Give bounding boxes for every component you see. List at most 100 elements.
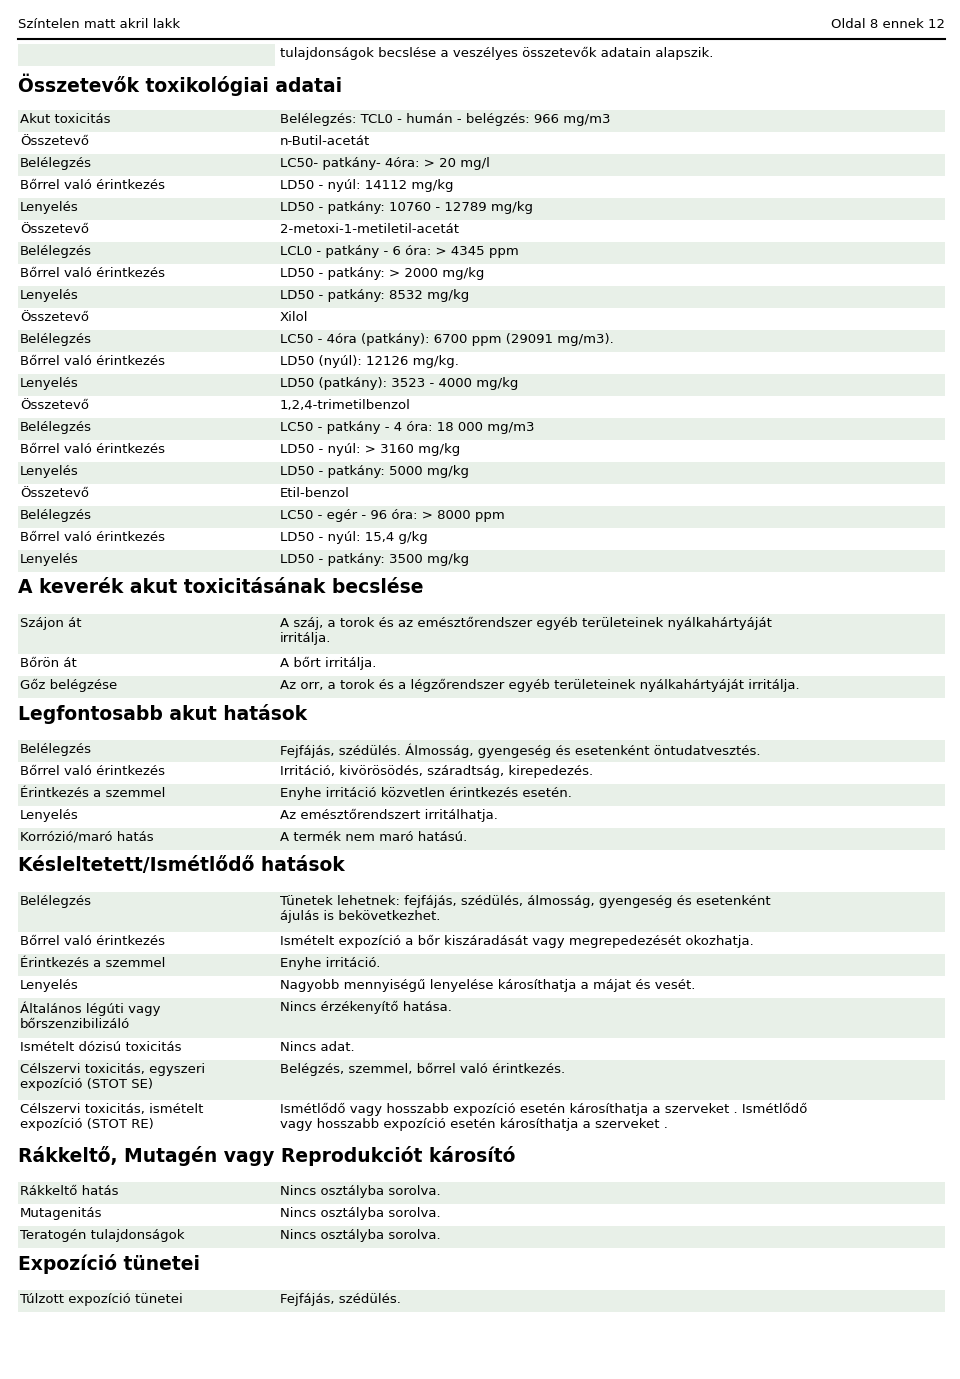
Text: Összetevő: Összetevő xyxy=(20,487,89,501)
Text: Célszervi toxicitás, ismételt
expozíció (STOT RE): Célszervi toxicitás, ismételt expozíció … xyxy=(20,1103,204,1131)
Text: Összetevők toxikológiai adatai: Összetevők toxikológiai adatai xyxy=(18,74,342,97)
Text: Rákkeltő, Mutagén vagy Reprodukciót károsító: Rákkeltő, Mutagén vagy Reprodukciót káro… xyxy=(18,1146,516,1167)
Text: Teratogén tulajdonságok: Teratogén tulajdonságok xyxy=(20,1229,184,1242)
Text: Belélegzés: TCL0 - humán - belégzés: 966 mg/m3: Belélegzés: TCL0 - humán - belégzés: 966… xyxy=(280,113,611,125)
Bar xyxy=(18,263,945,285)
Text: Ismétlődő vagy hosszabb expozíció esetén károsíthatja a szerveket . Ismétlődő
va: Ismétlődő vagy hosszabb expozíció esetén… xyxy=(280,1103,807,1131)
Bar xyxy=(18,932,945,954)
Text: Összetevő: Összetevő xyxy=(20,312,89,324)
Bar xyxy=(18,285,945,308)
Bar xyxy=(18,44,275,66)
Text: LD50 - patkány: 10760 - 12789 mg/kg: LD50 - patkány: 10760 - 12789 mg/kg xyxy=(280,201,533,214)
Text: LD50 - patkány: 8532 mg/kg: LD50 - patkány: 8532 mg/kg xyxy=(280,290,469,302)
Bar xyxy=(18,241,945,263)
Text: Lenyelés: Lenyelés xyxy=(20,979,79,992)
Bar xyxy=(18,418,945,440)
Text: LD50 - patkány: 5000 mg/kg: LD50 - patkány: 5000 mg/kg xyxy=(280,465,469,479)
Text: Ismételt expozíció a bőr kiszáradását vagy megrepedezését okozhatja.: Ismételt expozíció a bőr kiszáradását va… xyxy=(280,935,754,949)
Text: Túlzott expozíció tünetei: Túlzott expozíció tünetei xyxy=(20,1294,182,1306)
Text: Szájon át: Szájon át xyxy=(20,616,82,630)
Text: Belélegzés: Belélegzés xyxy=(20,743,92,756)
Text: LC50 - 4óra (patkány): 6700 ppm (29091 mg/m3).: LC50 - 4óra (patkány): 6700 ppm (29091 m… xyxy=(280,332,613,346)
Text: n-Butil-acetát: n-Butil-acetát xyxy=(280,135,371,148)
Bar xyxy=(18,892,945,932)
Text: Nincs osztályba sorolva.: Nincs osztályba sorolva. xyxy=(280,1185,441,1198)
Text: LD50 - patkány: > 2000 mg/kg: LD50 - patkány: > 2000 mg/kg xyxy=(280,268,485,280)
Bar xyxy=(18,827,945,849)
Text: Fejfájás, szédülés.: Fejfájás, szédülés. xyxy=(280,1294,401,1306)
Text: LC50 - egér - 96 óra: > 8000 ppm: LC50 - egér - 96 óra: > 8000 ppm xyxy=(280,509,505,523)
Text: Lenyelés: Lenyelés xyxy=(20,465,79,479)
Text: Belégzés, szemmel, bőrrel való érintkezés.: Belégzés, szemmel, bőrrel való érintkezé… xyxy=(280,1063,565,1076)
Text: LC50- patkány- 4óra: > 20 mg/l: LC50- patkány- 4óra: > 20 mg/l xyxy=(280,157,490,170)
Text: Nincs osztályba sorolva.: Nincs osztályba sorolva. xyxy=(280,1229,441,1242)
Text: Irritáció, kivörösödés, száradtság, kirepedezés.: Irritáció, kivörösödés, száradtság, kire… xyxy=(280,765,593,778)
Text: Belélegzés: Belélegzés xyxy=(20,157,92,170)
Text: Rákkeltő hatás: Rákkeltő hatás xyxy=(20,1185,118,1198)
Bar xyxy=(18,1060,945,1100)
Text: Nincs adat.: Nincs adat. xyxy=(280,1041,354,1054)
Text: Célszervi toxicitás, egyszeri
expozíció (STOT SE): Célszervi toxicitás, egyszeri expozíció … xyxy=(20,1063,205,1091)
Text: LD50 - nyúl: > 3160 mg/kg: LD50 - nyúl: > 3160 mg/kg xyxy=(280,443,460,456)
Text: Késleltetett/Ismétlődő hatások: Késleltetett/Ismétlődő hatások xyxy=(18,856,345,876)
Text: Nincs érzékenyítő hatása.: Nincs érzékenyítő hatása. xyxy=(280,1001,452,1014)
Bar xyxy=(18,440,945,462)
Text: Összetevő: Összetevő xyxy=(20,399,89,412)
Bar xyxy=(18,763,945,785)
Text: Etil-benzol: Etil-benzol xyxy=(280,487,349,501)
Text: Belélegzés: Belélegzés xyxy=(20,245,92,258)
Text: Bőrrel való érintkezés: Bőrrel való érintkezés xyxy=(20,765,165,778)
Text: Érintkezés a szemmel: Érintkezés a szemmel xyxy=(20,787,165,800)
Bar xyxy=(18,1100,945,1140)
Text: Korrózió/maró hatás: Korrózió/maró hatás xyxy=(20,832,154,844)
Text: LD50 - patkány: 3500 mg/kg: LD50 - patkány: 3500 mg/kg xyxy=(280,553,469,565)
Text: Belélegzés: Belélegzés xyxy=(20,332,92,346)
Bar xyxy=(18,741,945,763)
Text: Színtelen matt akril lakk: Színtelen matt akril lakk xyxy=(18,18,180,30)
Text: tulajdonságok becslése a veszélyes összetevők adatain alapszik.: tulajdonságok becslése a veszélyes össze… xyxy=(280,47,713,61)
Bar xyxy=(18,462,945,484)
Bar xyxy=(18,484,945,506)
Text: Bőrrel való érintkezés: Bőrrel való érintkezés xyxy=(20,935,165,947)
Text: Lenyelés: Lenyelés xyxy=(20,553,79,565)
Text: Lenyelés: Lenyelés xyxy=(20,290,79,302)
Text: Belélegzés: Belélegzés xyxy=(20,895,92,907)
Bar xyxy=(18,374,945,396)
Text: Nincs osztályba sorolva.: Nincs osztályba sorolva. xyxy=(280,1207,441,1220)
Text: LD50 (patkány): 3523 - 4000 mg/kg: LD50 (patkány): 3523 - 4000 mg/kg xyxy=(280,376,518,390)
Bar xyxy=(18,1038,945,1060)
Text: A száj, a torok és az emésztőrendszer egyéb területeinek nyálkahártyáját
irritál: A száj, a torok és az emésztőrendszer eg… xyxy=(280,616,772,645)
Text: 1,2,4-trimetilbenzol: 1,2,4-trimetilbenzol xyxy=(280,399,411,412)
Bar xyxy=(18,614,945,654)
Bar xyxy=(18,550,945,572)
Bar xyxy=(18,199,945,221)
Text: Bőrön át: Bőrön át xyxy=(20,656,77,670)
Text: Mutagenitás: Mutagenitás xyxy=(20,1207,103,1220)
Text: Enyhe irritáció.: Enyhe irritáció. xyxy=(280,957,380,969)
Bar xyxy=(18,154,945,177)
Text: Érintkezés a szemmel: Érintkezés a szemmel xyxy=(20,957,165,969)
Text: Lenyelés: Lenyelés xyxy=(20,809,79,822)
Bar xyxy=(18,954,945,976)
Text: Bőrrel való érintkezés: Bőrrel való érintkezés xyxy=(20,179,165,192)
Bar xyxy=(18,1289,945,1311)
Text: Fejfájás, szédülés. Álmosság, gyengeség és esetenként öntudatvesztés.: Fejfájás, szédülés. Álmosság, gyengeség … xyxy=(280,743,760,757)
Text: Legfontosabb akut hatások: Legfontosabb akut hatások xyxy=(18,705,307,724)
Text: A termék nem maró hatású.: A termék nem maró hatású. xyxy=(280,832,468,844)
Text: LC50 - patkány - 4 óra: 18 000 mg/m3: LC50 - patkány - 4 óra: 18 000 mg/m3 xyxy=(280,421,535,434)
Bar xyxy=(18,654,945,676)
Text: Nagyobb mennyiségű lenyelése károsíthatja a májat és vesét.: Nagyobb mennyiségű lenyelése károsíthatj… xyxy=(280,979,695,992)
Text: A keverék akut toxicitásának becslése: A keverék akut toxicitásának becslése xyxy=(18,578,423,597)
Bar xyxy=(18,785,945,805)
Text: A bőrt irritálja.: A bőrt irritálja. xyxy=(280,656,376,670)
Text: LD50 (nyúl): 12126 mg/kg.: LD50 (nyúl): 12126 mg/kg. xyxy=(280,354,459,368)
Bar xyxy=(18,221,945,241)
Bar xyxy=(18,998,945,1038)
Text: Expozíció tünetei: Expozíció tünetei xyxy=(18,1254,200,1274)
Text: Gőz belégzése: Gőz belégzése xyxy=(20,678,117,692)
Text: Ismételt dózisú toxicitás: Ismételt dózisú toxicitás xyxy=(20,1041,181,1054)
Text: Lenyelés: Lenyelés xyxy=(20,376,79,390)
Text: Tünetek lehetnek: fejfájás, szédülés, álmosság, gyengeség és esetenként
ájulás i: Tünetek lehetnek: fejfájás, szédülés, ál… xyxy=(280,895,771,923)
Bar xyxy=(18,1204,945,1226)
Text: Bőrrel való érintkezés: Bőrrel való érintkezés xyxy=(20,531,165,543)
